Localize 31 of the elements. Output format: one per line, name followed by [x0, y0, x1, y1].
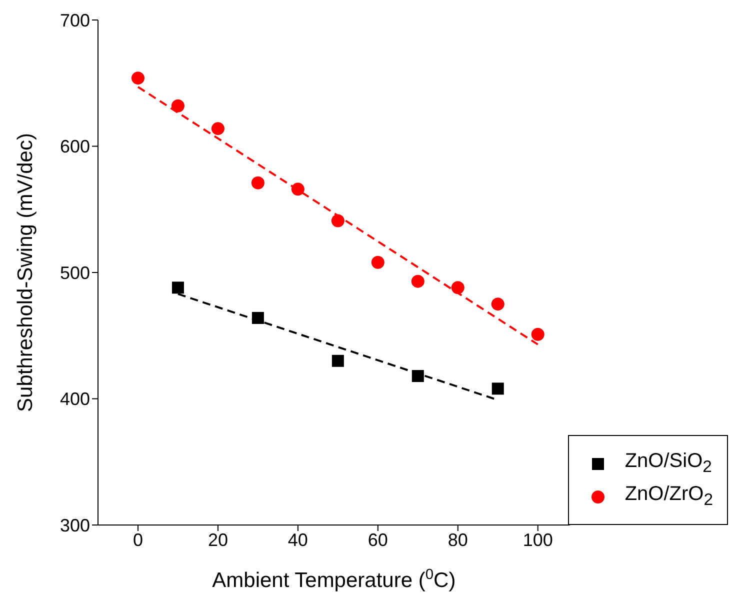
y-tick-label: 700 [60, 10, 90, 30]
point [491, 298, 504, 311]
point [291, 182, 304, 196]
x-axis-title: Ambient Temperature ($^{0}$C) [212, 567, 456, 592]
point [171, 99, 184, 112]
x-tick-label: 0 [132, 530, 143, 550]
point [531, 328, 544, 341]
point [131, 72, 144, 85]
point [451, 281, 464, 294]
point [251, 176, 264, 190]
point [172, 282, 184, 294]
point [371, 256, 384, 269]
x-tick-label: 40 [288, 530, 308, 550]
point [331, 214, 344, 228]
y-tick-label: 500 [60, 262, 90, 283]
point [492, 382, 504, 395]
y-tick-label: 600 [60, 136, 90, 157]
point [412, 370, 424, 382]
point [411, 274, 424, 288]
x-tick-label: 80 [448, 530, 468, 550]
point [211, 122, 224, 136]
point [332, 354, 344, 367]
x-tick-label: 20 [208, 530, 228, 550]
y-tick-label: 400 [60, 389, 90, 410]
legend-label: ZnO/SiO$_{2}$ [624, 450, 712, 477]
legend-label: ZnO/ZrO$_{2}$ [624, 483, 713, 510]
x-tick-label: 60 [368, 530, 388, 550]
x-tick-label: 100 [522, 530, 553, 550]
point [252, 312, 264, 324]
y-tick-label: 300 [60, 515, 90, 536]
y-axis-title: Subthreshold-Swing (mV/dec) [14, 133, 37, 412]
